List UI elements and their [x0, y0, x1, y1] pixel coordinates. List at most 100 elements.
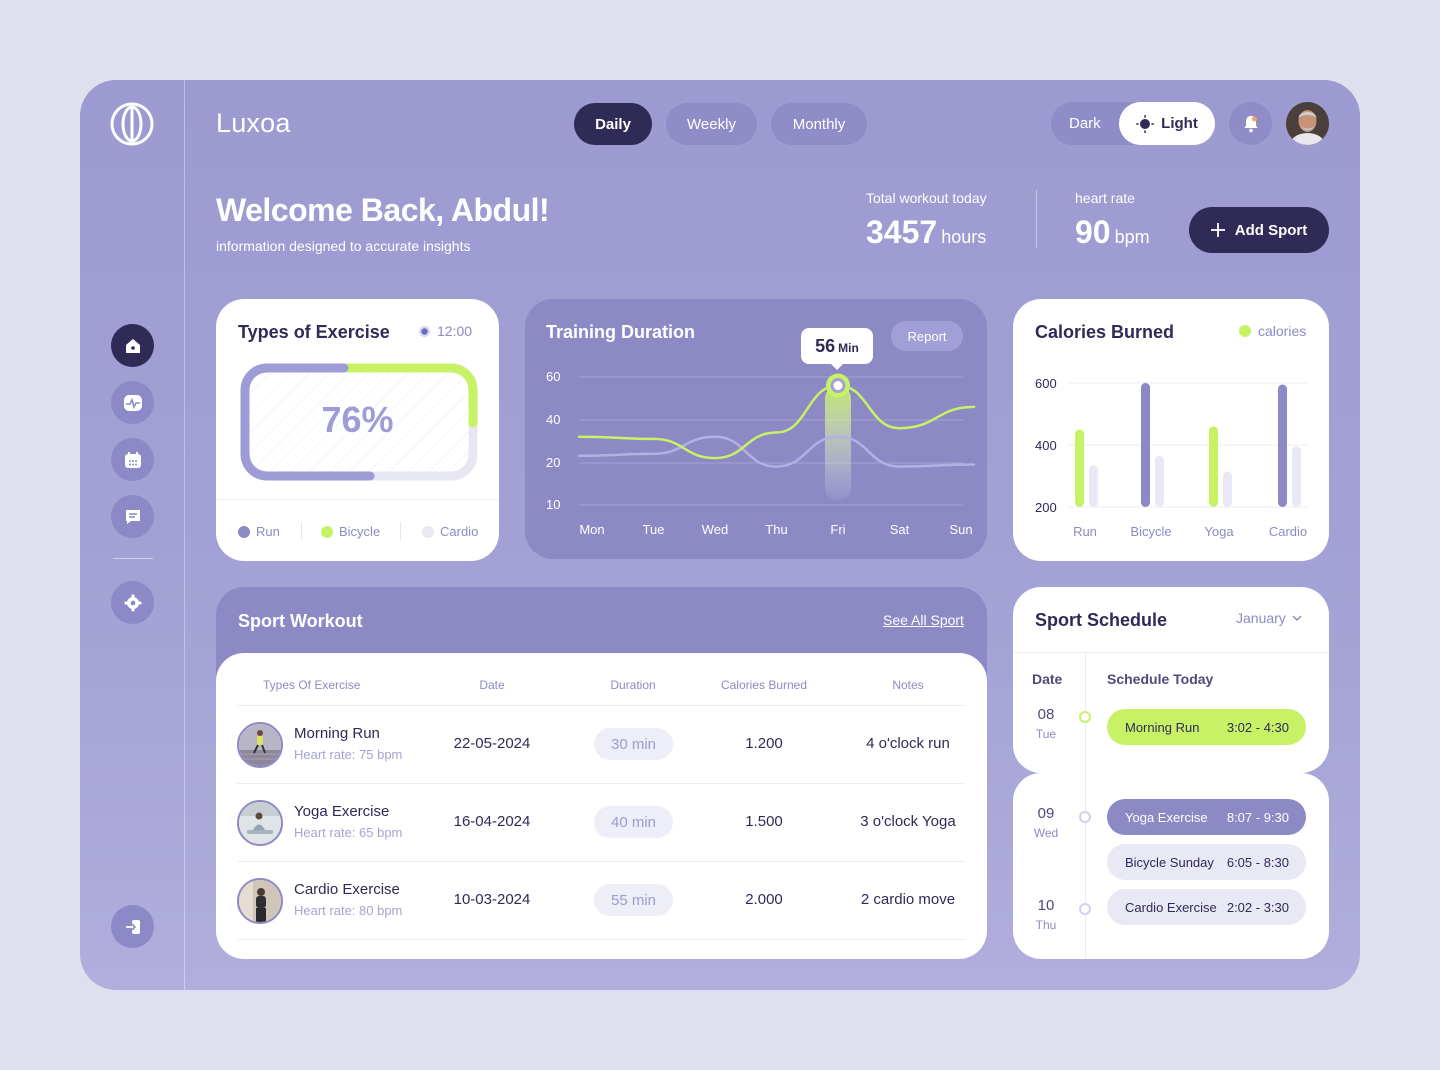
activity-icon — [123, 394, 142, 411]
exercise-thumbnail — [237, 800, 283, 846]
month-dropdown[interactable]: January — [1236, 610, 1302, 626]
types-legend: Run Bicycle Cardio — [216, 499, 499, 561]
user-photo — [1286, 102, 1329, 145]
event-name: Morning Run — [1125, 719, 1200, 735]
nav-home-button[interactable] — [111, 324, 154, 367]
table-divider — [237, 861, 965, 862]
legend-bicycle: Bicycle — [321, 524, 380, 539]
training-duration-card: Training Duration Report 60 40 20 10 Mon Tue W… — [525, 299, 987, 559]
exercise-name: Cardio Exercise — [294, 881, 400, 898]
event-time: 6:05 - 8:30 — [1226, 854, 1289, 870]
duration-pill: 30 min — [594, 728, 673, 760]
exercise-date: 22-05-2024 — [453, 735, 531, 752]
series-line — [577, 435, 976, 468]
schedule-event[interactable]: Bicycle Sunday 6:05 - 8:30 — [1107, 844, 1306, 880]
tooltip-value: 56 — [815, 335, 836, 356]
timeline-line — [1085, 773, 1086, 959]
column-header: Duration — [610, 678, 656, 692]
day-name: Thu — [1035, 918, 1057, 932]
column-header: Types Of Exercise — [263, 678, 361, 692]
tab-monthly[interactable]: Monthly — [771, 103, 867, 145]
x-tick-label: Fri — [830, 522, 845, 537]
theme-light-label: Light — [1161, 115, 1198, 132]
radio-dot-icon — [419, 325, 430, 337]
workout-unit: hours — [941, 227, 987, 247]
notifications-button[interactable] — [1229, 102, 1272, 145]
day-number: 10 — [1037, 897, 1055, 914]
y-tick-label: 40 — [546, 412, 560, 427]
cardio-dot — [422, 525, 434, 538]
heart-rate-unit: bpm — [1114, 227, 1150, 247]
tab-daily[interactable]: Daily — [574, 103, 652, 145]
tooltip-unit: Min — [838, 341, 859, 355]
legend-run: Run — [238, 524, 280, 539]
schedule-event[interactable]: Morning Run 3:02 - 4:30 — [1107, 709, 1306, 745]
theme-toggle[interactable]: Dark Light — [1051, 102, 1215, 145]
calendar-icon — [124, 451, 141, 468]
chevron-down-icon — [1292, 615, 1302, 621]
tab-weekly[interactable]: Weekly — [666, 103, 757, 145]
bar-secondary — [1155, 455, 1164, 507]
logo-icon[interactable] — [110, 102, 154, 146]
bicycle-dot — [321, 525, 333, 538]
table-row[interactable]: Morning Run Heart rate: 75 bpm 22-05-202… — [216, 705, 987, 783]
table-divider — [237, 783, 965, 784]
bell-icon — [1244, 115, 1257, 132]
legend-separator — [301, 522, 302, 540]
run-dot — [238, 525, 250, 538]
series-line — [577, 384, 976, 460]
heart-rate-label: heart rate — [1075, 190, 1135, 206]
x-tick-label: Wed — [702, 522, 729, 537]
highlight-column — [825, 385, 851, 501]
sport-workout-section: Sport Workout See All Sport Types Of Exe… — [216, 587, 987, 959]
x-tick-label: Mon — [579, 522, 604, 537]
date-header: Date — [1032, 671, 1063, 687]
schedule-event[interactable]: Yoga Exercise 8:07 - 9:30 — [1107, 799, 1306, 835]
calories-value: 1.200 — [745, 735, 783, 752]
table-divider — [237, 705, 965, 706]
theme-light-option[interactable]: Light — [1119, 102, 1215, 145]
day-name: Wed — [1033, 826, 1059, 840]
workout-value: 3457 — [866, 214, 938, 250]
x-tick-label: Cardio — [1269, 524, 1307, 539]
types-card-title: Types of Exercise — [238, 322, 390, 342]
event-name: Cardio Exercise — [1125, 899, 1217, 915]
exercise-notes: 2 cardio move — [860, 891, 956, 908]
sidebar — [80, 80, 185, 990]
x-tick-label: Sun — [949, 522, 972, 537]
report-button[interactable]: Report — [891, 321, 963, 351]
legend-bicycle-label: Bicycle — [339, 524, 381, 539]
user-avatar[interactable] — [1286, 102, 1329, 145]
exercise-date: 10-03-2024 — [453, 891, 531, 908]
y-tick-label: 400 — [1035, 438, 1057, 453]
y-tick-label: 200 — [1035, 500, 1057, 515]
x-tick-label: Yoga — [1204, 524, 1234, 539]
x-tick-label: Sat — [890, 522, 910, 537]
workout-label: Total workout today — [866, 190, 987, 206]
add-sport-button[interactable]: Add Sport — [1189, 207, 1329, 253]
table-row[interactable]: Yoga Exercise Heart rate: 65 bpm 16-04-2… — [216, 783, 987, 861]
theme-dark-option[interactable]: Dark — [1069, 115, 1101, 132]
nav-settings-button[interactable] — [111, 581, 154, 624]
workout-table: Types Of Exercise Date Duration Calories… — [216, 653, 987, 959]
see-all-sport-link[interactable]: See All Sport — [883, 612, 964, 628]
heart-rate-value: 90 — [1075, 214, 1111, 250]
calories-dot — [1239, 325, 1251, 337]
calories-legend-label: calories — [1258, 323, 1307, 339]
exercise-heart-rate: Heart rate: 75 bpm — [294, 747, 403, 762]
nav-calendar-button[interactable] — [111, 438, 154, 481]
column-header: Calories Burned — [720, 678, 808, 692]
nav-messages-button[interactable] — [111, 495, 154, 538]
event-name: Yoga Exercise — [1125, 809, 1208, 825]
event-time: 3:02 - 4:30 — [1226, 719, 1289, 735]
welcome-title: Welcome Back, Abdul! — [216, 192, 550, 228]
app-name: Luxoa — [216, 108, 291, 138]
logout-button[interactable] — [111, 905, 154, 948]
nav-activity-button[interactable] — [111, 381, 154, 424]
table-row[interactable]: Cardio Exercise Heart rate: 80 bpm 10-03… — [216, 861, 987, 939]
schedule-event[interactable]: Cardio Exercise 2:02 - 3:30 — [1107, 889, 1306, 925]
column-header: Date — [479, 678, 505, 692]
legend-cardio: Cardio — [422, 524, 478, 539]
workout-stat: 3457 hours — [866, 214, 986, 251]
bar-secondary — [1223, 471, 1232, 507]
